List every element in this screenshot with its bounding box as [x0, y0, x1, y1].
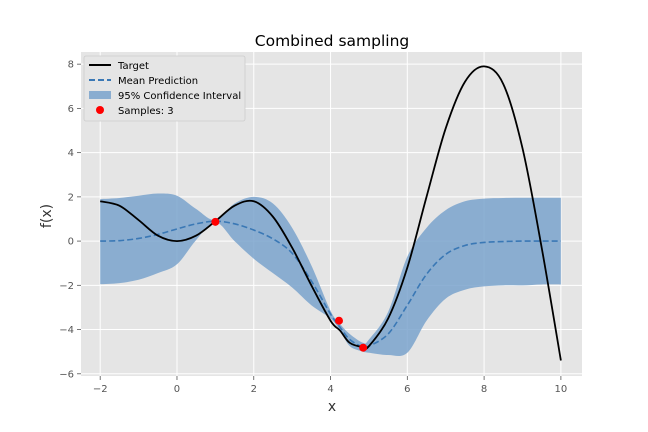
y-tick-label: 2 [68, 192, 74, 203]
y-axis-label: f(x) [39, 204, 55, 228]
legend: Target Mean Prediction 95% Confidence In… [83, 55, 246, 122]
samples-layer [211, 217, 368, 352]
x-tick-label: 4 [327, 384, 333, 395]
x-axis-label: x [328, 399, 336, 415]
lines-layer [99, 65, 562, 361]
x-tick-label: −2 [93, 384, 108, 395]
target-line [99, 65, 562, 361]
y-tick-labels: −6 −4 −2 0 2 4 6 8 [59, 60, 81, 380]
sample-point [334, 316, 343, 325]
y-tick-label: 4 [68, 148, 74, 159]
legend-samples-swatch [96, 106, 104, 114]
x-tick-label: 0 [174, 384, 180, 395]
mean-prediction-line [100, 220, 561, 349]
legend-samples-label: Samples: 3 [118, 106, 174, 117]
confidence-interval-band [100, 193, 561, 357]
legend-box [83, 55, 246, 122]
sample-point [359, 343, 368, 352]
x-tick-label: 8 [481, 384, 487, 395]
y-tick-label: −6 [59, 369, 74, 380]
y-tick-label: −4 [59, 325, 74, 336]
legend-mean-label: Mean Prediction [118, 76, 198, 87]
x-tick-label: 10 [555, 384, 568, 395]
x-tick-label: 2 [251, 384, 257, 395]
x-tick-label: 6 [404, 384, 410, 395]
confidence-band-layer [100, 193, 561, 357]
legend-target-label: Target [117, 61, 149, 72]
sample-point [211, 217, 220, 226]
y-tick-label: 0 [68, 237, 74, 248]
legend-ci-swatch [89, 91, 111, 99]
legend-ci-label: 95% Confidence Interval [118, 91, 241, 102]
y-tick-label: −2 [59, 281, 74, 292]
x-tick-labels: −2 0 2 4 6 8 10 [93, 376, 567, 395]
y-tick-label: 8 [68, 60, 74, 71]
chart-title: Combined sampling [255, 32, 409, 50]
y-tick-label: 6 [68, 104, 74, 115]
